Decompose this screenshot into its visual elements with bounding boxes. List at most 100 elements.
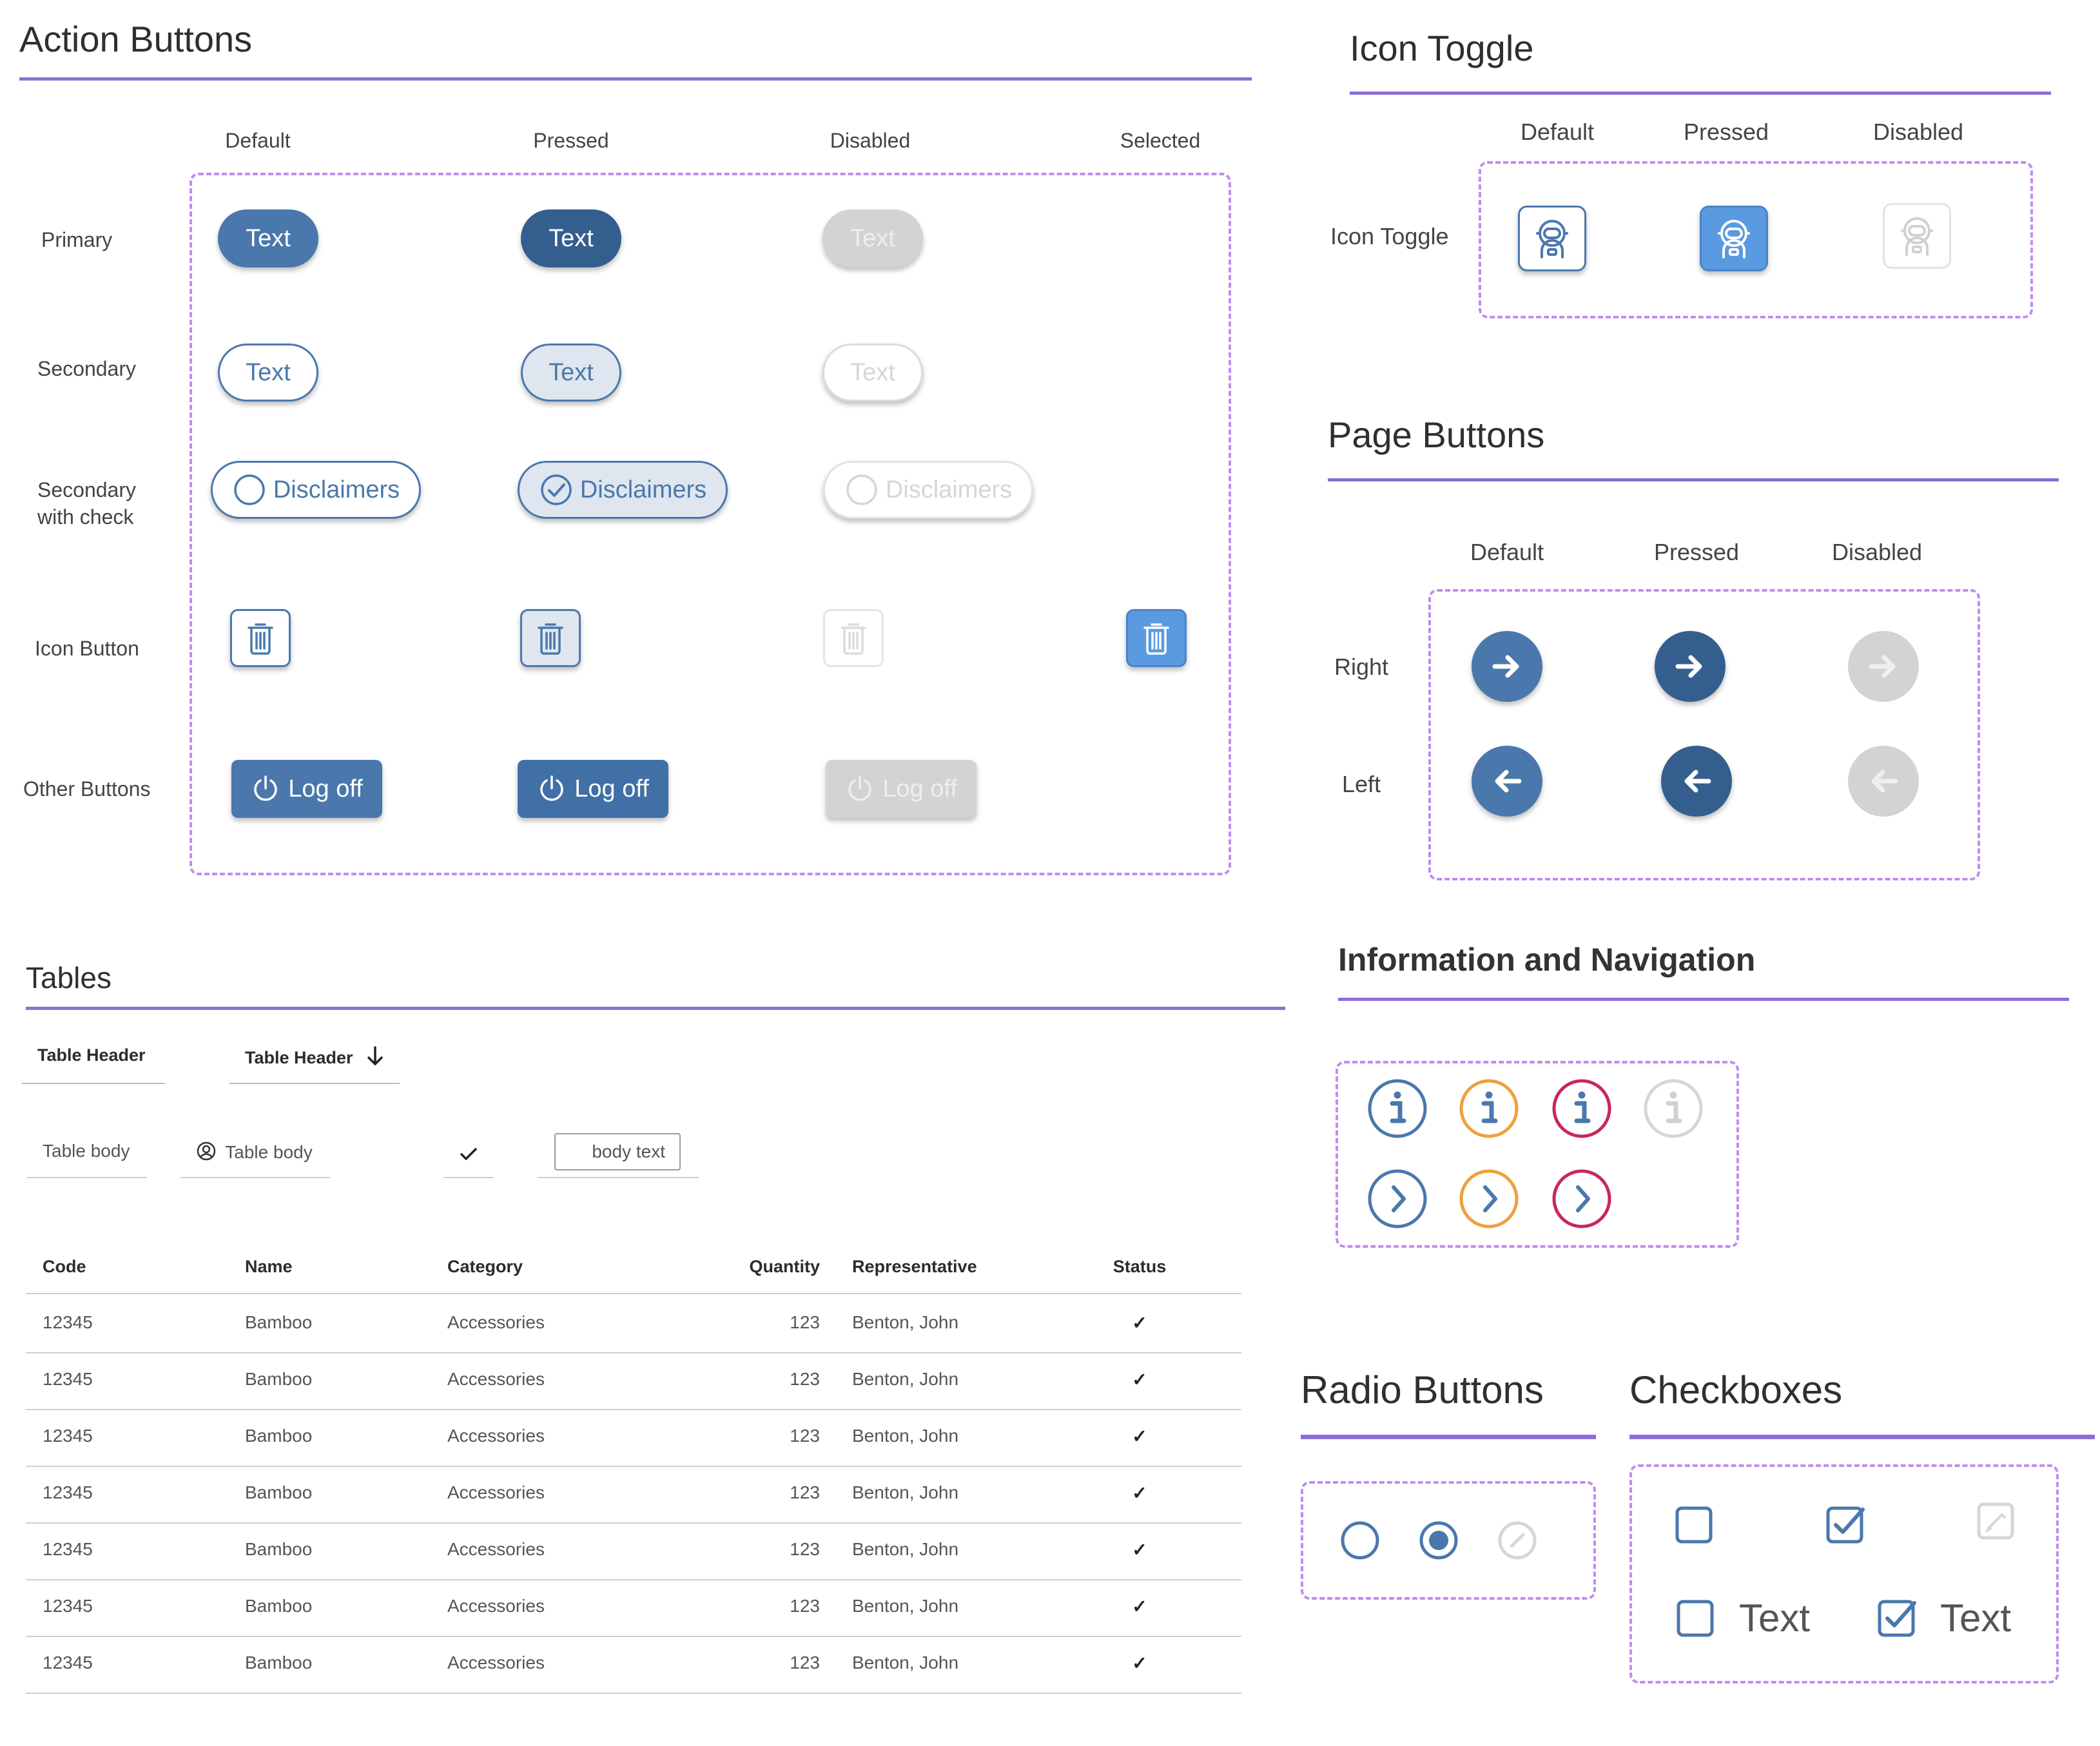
body-icon-sample-underline bbox=[180, 1177, 330, 1178]
chevron-right-icon[interactable] bbox=[1366, 1168, 1428, 1230]
chevron-right-icon[interactable] bbox=[1551, 1168, 1613, 1230]
table-cell-status: ✓ bbox=[1132, 1483, 1147, 1503]
checkbox-unchecked[interactable] bbox=[1673, 1596, 1717, 1640]
checkboxes-frame bbox=[1629, 1464, 2059, 1683]
icon-toggle-default[interactable] bbox=[1518, 206, 1586, 271]
info-icon[interactable] bbox=[1458, 1078, 1520, 1140]
arrow-down-icon bbox=[367, 1046, 383, 1065]
table-cell-status: ✓ bbox=[1132, 1596, 1147, 1616]
checkboxes-rule bbox=[1629, 1435, 2095, 1439]
chevron-right-icon[interactable] bbox=[1458, 1168, 1520, 1230]
logoff-button-default[interactable]: Log off bbox=[231, 760, 382, 818]
icon-toggle-pressed[interactable] bbox=[1700, 206, 1768, 271]
logoff-label: Log off bbox=[574, 775, 649, 802]
trash-button-selected[interactable] bbox=[1126, 609, 1187, 667]
body-sample-underline bbox=[27, 1177, 147, 1178]
info-nav-frame bbox=[1336, 1061, 1739, 1248]
icon-toggle-frame bbox=[1479, 161, 2033, 318]
table-cell-code: 12345 bbox=[43, 1312, 93, 1332]
logoff-label: Log off bbox=[288, 775, 363, 802]
col-header-code[interactable]: Code bbox=[43, 1257, 86, 1276]
arrow-left-icon bbox=[1871, 770, 1898, 793]
page-right-button-disabled bbox=[1848, 631, 1919, 702]
toggle-col-default: Default bbox=[1520, 119, 1595, 145]
info-icon-disabled bbox=[1644, 1079, 1703, 1138]
table-cell-quantity: 123 bbox=[790, 1312, 820, 1332]
page-row-label-left: Left bbox=[1342, 771, 1381, 797]
checkmark-sample-underline bbox=[443, 1177, 494, 1178]
table-cell-code: 12345 bbox=[43, 1653, 93, 1673]
info-icon[interactable] bbox=[1551, 1078, 1613, 1140]
table-cell-code: 12345 bbox=[43, 1539, 93, 1559]
checkbox-with-label-checked[interactable]: Text bbox=[1874, 1596, 2011, 1640]
table-header-sorted-label: Table Header bbox=[245, 1048, 353, 1067]
arrow-left-icon bbox=[1684, 770, 1711, 793]
info-icon[interactable] bbox=[1366, 1078, 1428, 1140]
primary-button-default[interactable]: Text bbox=[218, 209, 318, 267]
col-header-name[interactable]: Name bbox=[245, 1257, 293, 1276]
table-cell-name: Bamboo bbox=[245, 1312, 313, 1332]
table-cell-quantity: 123 bbox=[790, 1596, 820, 1616]
table-cell-category: Accessories bbox=[447, 1482, 545, 1502]
disclaimers-button-pressed[interactable]: Disclaimers bbox=[518, 461, 728, 519]
primary-button-pressed[interactable]: Text bbox=[521, 209, 621, 267]
disclaimers-label: Disclaimers bbox=[273, 476, 400, 503]
circle-unchecked-icon bbox=[234, 474, 265, 505]
col-header-status[interactable]: Status bbox=[1113, 1257, 1167, 1276]
checkbox-unchecked[interactable] bbox=[1672, 1503, 1716, 1547]
secondary-button-default[interactable]: Text bbox=[218, 344, 318, 402]
trash-icon bbox=[1143, 623, 1169, 655]
radio-unselected[interactable] bbox=[1339, 1519, 1381, 1562]
table-cell-name: Bamboo bbox=[245, 1653, 313, 1673]
icon-toggle-rule bbox=[1350, 92, 2051, 95]
page-buttons-frame bbox=[1428, 589, 1980, 880]
col-header-category[interactable]: Category bbox=[447, 1257, 523, 1276]
tables-rule bbox=[26, 1007, 1285, 1010]
col-header-representative[interactable]: Representative bbox=[852, 1257, 977, 1276]
col-pressed: Pressed bbox=[533, 129, 609, 152]
logoff-button-pressed[interactable]: Log off bbox=[518, 760, 668, 818]
checkbox-checked[interactable] bbox=[1823, 1503, 1867, 1547]
table-cell-representative: Benton, John bbox=[852, 1596, 959, 1616]
table-cell-quantity: 123 bbox=[790, 1539, 820, 1559]
input-sample-underline bbox=[538, 1177, 699, 1178]
table-body-icon-sample: Table body bbox=[196, 1141, 313, 1163]
toggle-col-pressed: Pressed bbox=[1683, 119, 1769, 145]
table-body-icon-label: Table body bbox=[225, 1142, 313, 1162]
radio-selected[interactable] bbox=[1417, 1519, 1460, 1562]
power-icon bbox=[254, 775, 277, 801]
disclaimers-button-default[interactable]: Disclaimers bbox=[211, 461, 421, 519]
table-header-sorted-sample[interactable]: Table Header bbox=[245, 1045, 385, 1068]
table-row-divider bbox=[26, 1522, 1241, 1524]
checkmark-sample-icon bbox=[460, 1148, 477, 1160]
page-left-button-default[interactable] bbox=[1472, 746, 1542, 817]
table-cell-quantity: 123 bbox=[790, 1653, 820, 1673]
radio-buttons-title: Radio Buttons bbox=[1301, 1368, 1544, 1411]
header-sorted-underline bbox=[229, 1083, 400, 1084]
table-row-divider bbox=[26, 1693, 1241, 1694]
trash-icon bbox=[841, 623, 866, 655]
checkbox-label: Text bbox=[1739, 1596, 1811, 1640]
checkbox-checked[interactable] bbox=[1874, 1596, 1918, 1640]
page-col-default: Default bbox=[1470, 539, 1544, 565]
table-cell-quantity: 123 bbox=[790, 1426, 820, 1446]
page-right-button-default[interactable] bbox=[1472, 631, 1542, 702]
trash-button-default[interactable] bbox=[230, 609, 291, 667]
table-body-input-sample[interactable]: body text bbox=[554, 1133, 681, 1170]
trash-button-pressed[interactable] bbox=[520, 609, 581, 667]
row-label-other-buttons: Other Buttons bbox=[23, 777, 151, 800]
checkbox-with-label-unchecked[interactable]: Text bbox=[1673, 1596, 1810, 1640]
page-right-button-pressed[interactable] bbox=[1655, 631, 1726, 702]
page-left-button-pressed[interactable] bbox=[1661, 746, 1732, 817]
table-cell-name: Bamboo bbox=[245, 1426, 313, 1446]
table-header-sample[interactable]: Table Header bbox=[37, 1045, 146, 1065]
secondary-button-pressed[interactable]: Text bbox=[521, 344, 621, 402]
page-buttons-rule bbox=[1328, 478, 2059, 481]
table-cell-quantity: 123 bbox=[790, 1482, 820, 1502]
table-body-sample: Table body bbox=[43, 1141, 130, 1161]
user-circle-icon bbox=[197, 1141, 216, 1161]
action-buttons-rule bbox=[19, 77, 1252, 81]
disclaimers-button-disabled: Disclaimers bbox=[823, 461, 1033, 519]
col-header-quantity[interactable]: Quantity bbox=[749, 1257, 820, 1276]
table-cell-representative: Benton, John bbox=[852, 1653, 959, 1673]
